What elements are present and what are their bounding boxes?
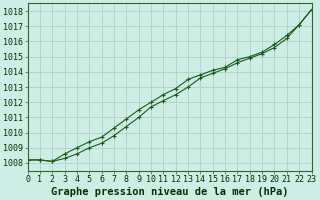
X-axis label: Graphe pression niveau de la mer (hPa): Graphe pression niveau de la mer (hPa)	[51, 186, 288, 197]
